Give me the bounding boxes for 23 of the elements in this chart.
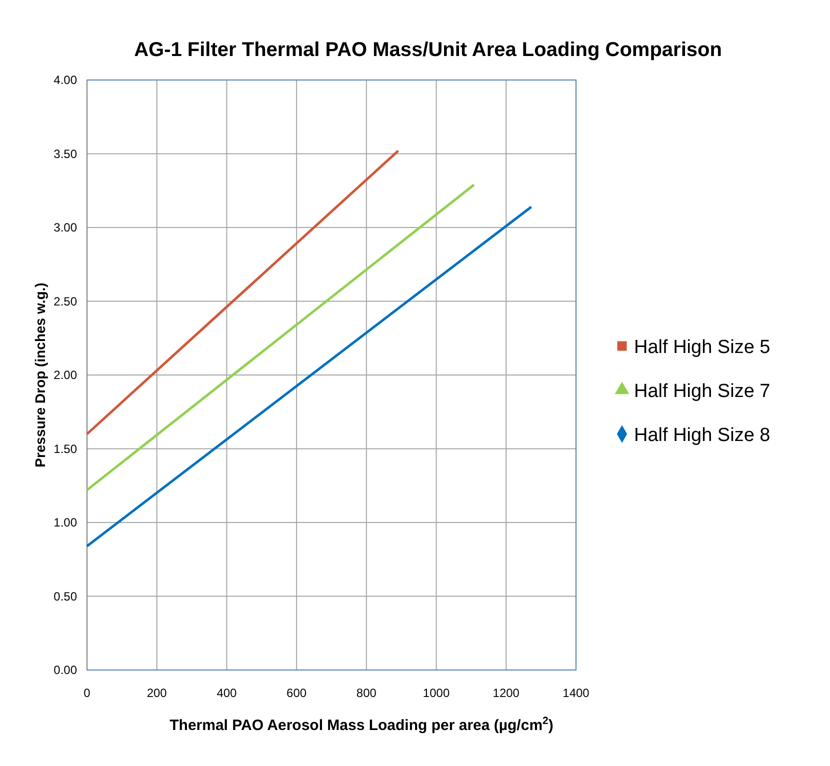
y-tick-label: 3.00 bbox=[54, 220, 78, 234]
y-tick-label: 4.00 bbox=[54, 73, 78, 87]
y-tick-label: 0.50 bbox=[54, 589, 78, 604]
x-tick-label: 1400 bbox=[562, 686, 590, 700]
x-tick-label: 200 bbox=[146, 686, 168, 700]
y-tick-label: 0.00 bbox=[54, 663, 78, 677]
chart-title: AG-1 Filter Thermal PAO Mass/Unit Area Loading Comparison bbox=[134, 39, 722, 61]
legend-label: Half High Size 5 bbox=[634, 337, 770, 358]
y-tick-label: 1.50 bbox=[54, 442, 78, 456]
y-axis-title: Pressure Drop (inches w.g.) bbox=[32, 282, 48, 468]
y-tick-label: 2.00 bbox=[54, 368, 78, 382]
y-tick-label: 2.50 bbox=[54, 294, 78, 308]
x-axis-title: Thermal PAO Aerosol Mass Loading per area (µg/cm$^{2}$) bbox=[170, 715, 554, 734]
x-tick-label: 0 bbox=[84, 686, 91, 700]
x-tick-label: 600 bbox=[286, 686, 307, 700]
x-tick-label: 400 bbox=[216, 686, 238, 700]
legend-label: Half High Size 8 bbox=[634, 425, 770, 446]
legend-label: Half High Size 7 bbox=[634, 381, 770, 402]
y-tick-label: 1.00 bbox=[54, 516, 78, 530]
y-tick-label: 3.50 bbox=[54, 146, 78, 161]
x-tick-label: 1000 bbox=[422, 686, 450, 700]
x-tick-label: 800 bbox=[356, 686, 377, 700]
x-tick-label: 1200 bbox=[492, 686, 520, 700]
